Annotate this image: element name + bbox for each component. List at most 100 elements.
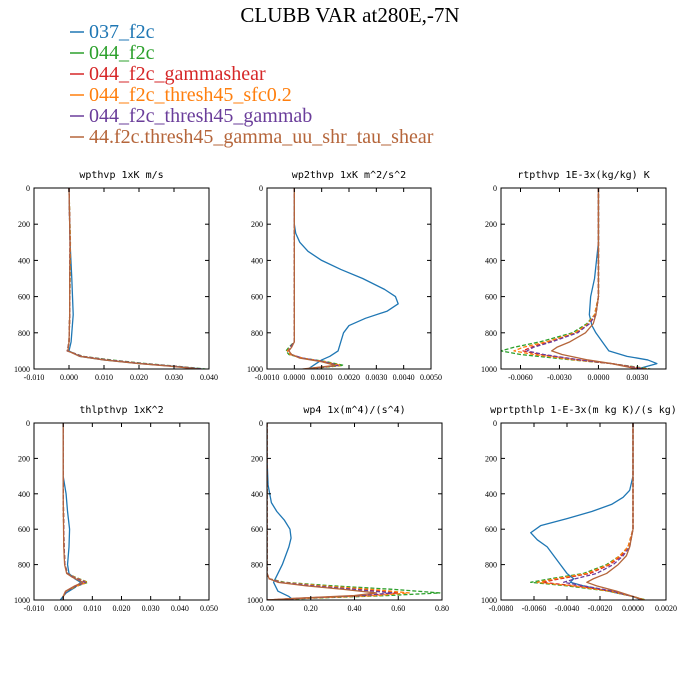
y-tick-label: 400: [18, 256, 30, 265]
legend-entry: 037_f2c: [70, 21, 155, 43]
legend-entry: 044_f2c_thresh45_gammab: [70, 105, 312, 127]
y-tick-label: 200: [251, 220, 263, 229]
y-tick-label: 600: [18, 525, 30, 534]
legend-entry: 44.f2c.thresh45_gamma_uu_shr_tau_shear: [70, 126, 434, 148]
x-tick-label: 0.0050: [420, 373, 442, 382]
y-tick-label: 600: [251, 525, 263, 534]
x-tick-label: 0.020: [113, 604, 131, 613]
y-tick-label: 0: [26, 419, 30, 428]
x-tick-label: 0.030: [142, 604, 160, 613]
x-tick-label: 0.030: [165, 373, 183, 382]
x-tick-label: 0.010: [83, 604, 101, 613]
x-tick-label: 0.0020: [338, 373, 360, 382]
x-tick-label: 0.00: [260, 604, 274, 613]
series-line: [288, 188, 336, 369]
x-tick-label: -0.010: [24, 373, 45, 382]
y-tick-label: 1000: [247, 596, 263, 605]
y-tick-label: 400: [251, 256, 263, 265]
series-group: [285, 188, 399, 369]
series-line: [501, 188, 651, 369]
series-line: [267, 423, 441, 600]
x-tick-label: 0.0000: [622, 604, 644, 613]
panel: wp4 1x(m^4)/(s^4) 0.00 0.20 0.40 0.60 0.80 0 20…: [247, 405, 449, 613]
series-line: [526, 188, 645, 369]
series-line: [66, 188, 203, 369]
series-line: [267, 423, 410, 600]
plot-frame: [33, 422, 210, 601]
x-tick-label: 0.050: [200, 604, 218, 613]
x-tick-label: 0.0000: [283, 373, 305, 382]
series-line: [586, 423, 644, 600]
y-tick-label: 800: [18, 329, 30, 338]
x-tick-label: 0.0000: [587, 373, 609, 382]
panel: wp2thvp 1xK m^2/s^2 -0.0010 0.0000 0.0010 0.…: [247, 170, 442, 382]
series-line: [551, 188, 638, 369]
x-tick-label: 0.0020: [655, 604, 677, 613]
y-tick-label: 600: [485, 293, 497, 302]
y-tick-label: 200: [485, 220, 497, 229]
panel: rtpthvp 1E-3x(kg/kg) K -0.0060 -0.0030 0.00…: [481, 170, 667, 382]
y-tick-label: 1000: [247, 365, 263, 374]
panel: thlpthvp 1xK^2 -0.010 0.000 0.010 0.020 0.030…: [14, 405, 218, 613]
series-line: [530, 423, 647, 600]
legend-label: 044_f2c_gammashear: [89, 63, 266, 85]
y-tick-label: 200: [485, 454, 497, 463]
legend-entry: 044_f2c_thresh45_sfc0.2: [70, 84, 292, 106]
x-tick-label: -0.0060: [522, 604, 547, 613]
series-line: [267, 423, 393, 600]
plot-frame: [33, 187, 210, 370]
series-line: [288, 188, 339, 369]
y-tick-label: 1000: [481, 365, 497, 374]
legend-label: 044_f2c_thresh45_sfc0.2: [89, 84, 292, 106]
y-tick-label: 600: [18, 293, 30, 302]
series-group: [267, 423, 441, 600]
series-line: [66, 188, 203, 369]
y-tick-label: 400: [18, 490, 30, 499]
x-tick-label: -0.0010: [255, 373, 280, 382]
y-tick-label: 600: [485, 525, 497, 534]
series-line: [293, 188, 399, 369]
series-line: [267, 423, 399, 600]
panel-title: wpthvp 1xK m/s: [79, 170, 163, 181]
x-tick-label: 0.60: [391, 604, 405, 613]
x-tick-label: -0.010: [24, 604, 45, 613]
legend-label: 044_f2c: [89, 42, 155, 64]
series-group: [501, 188, 658, 369]
figure-title: CLUBB VAR at280E,-7N: [240, 3, 459, 27]
plot-frame: [266, 187, 432, 370]
panel-title: wprtpthlp 1-E-3x(m kg K)/(s kg): [490, 405, 677, 416]
legend-entry: 044_f2c_gammashear: [70, 63, 266, 85]
plot-frame: [266, 422, 443, 601]
x-tick-label: 0.040: [200, 373, 218, 382]
y-tick-label: 1000: [481, 596, 497, 605]
plot-frame: [500, 422, 667, 601]
x-tick-label: 0.0030: [626, 373, 648, 382]
series-line: [59, 423, 82, 600]
y-tick-label: 0: [26, 184, 30, 193]
series-group: [66, 188, 206, 369]
series-line: [68, 188, 203, 369]
legend-entry: 044_f2c: [70, 42, 155, 64]
x-tick-label: 0.020: [130, 373, 148, 382]
y-tick-label: 0: [493, 419, 497, 428]
x-tick-label: -0.0080: [489, 604, 514, 613]
x-tick-label: -0.0040: [555, 604, 580, 613]
series-line: [563, 423, 644, 600]
x-tick-label: 0.000: [60, 373, 78, 382]
y-tick-label: 800: [485, 329, 497, 338]
panel-title: thlpthvp 1xK^2: [79, 405, 163, 416]
x-tick-label: -0.0020: [588, 604, 613, 613]
series-line: [513, 188, 648, 369]
series-group: [530, 423, 647, 600]
x-tick-label: 0.000: [54, 604, 72, 613]
x-tick-label: 0.0010: [311, 373, 333, 382]
y-tick-label: 800: [485, 561, 497, 570]
y-tick-label: 1000: [14, 365, 30, 374]
y-tick-label: 0: [259, 419, 263, 428]
series-line: [267, 423, 294, 600]
panel-title: rtpthvp 1E-3x(kg/kg) K: [517, 170, 649, 181]
series-group: [59, 423, 89, 600]
series-line: [66, 188, 206, 369]
series-line: [536, 423, 645, 600]
y-tick-label: 0: [259, 184, 263, 193]
